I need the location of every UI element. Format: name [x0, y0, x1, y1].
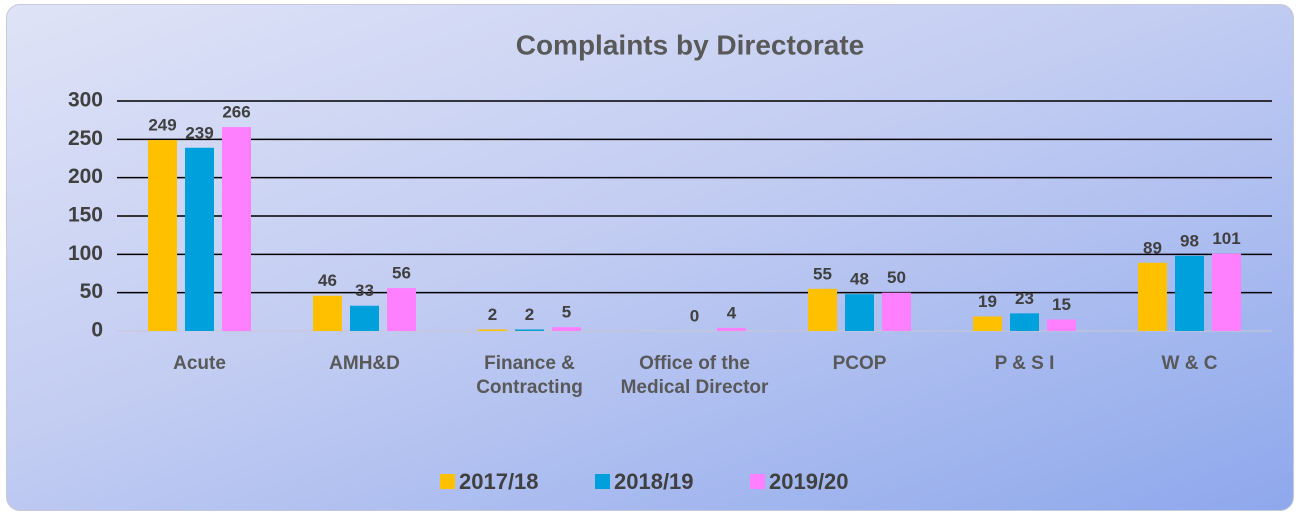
- bar: [717, 327, 746, 331]
- y-tick-label: 300: [68, 89, 103, 112]
- data-label: 33: [355, 281, 374, 300]
- bar: [478, 329, 507, 331]
- bar: [515, 329, 544, 331]
- bar: [1047, 319, 1076, 331]
- data-label: 23: [1015, 289, 1034, 308]
- data-label: 4: [727, 303, 737, 322]
- bar: [148, 140, 177, 331]
- bar: [552, 327, 581, 331]
- bar: [1010, 313, 1039, 331]
- y-tick-label: 250: [68, 127, 103, 150]
- x-tick-label: Acute: [173, 353, 226, 374]
- x-tick-label: Office of the Medical Director: [620, 353, 769, 398]
- x-tick-label: W & C: [1161, 353, 1218, 374]
- legend-swatch: [595, 474, 610, 489]
- legend-label: 2017/18: [459, 469, 539, 494]
- legend-swatch: [750, 474, 765, 489]
- data-label: 0: [690, 306, 699, 325]
- bar: [1212, 253, 1241, 331]
- bar: [387, 288, 416, 331]
- bar: [845, 294, 874, 331]
- data-label: 249: [148, 116, 176, 135]
- bar: [882, 292, 911, 331]
- y-tick-label: 200: [68, 165, 103, 188]
- legend-label: 2018/19: [614, 469, 694, 494]
- data-label: 2: [525, 305, 534, 324]
- data-label: 2: [488, 305, 497, 324]
- data-label: 5: [562, 303, 571, 322]
- x-tick-label: Finance & Contracting: [476, 353, 583, 398]
- data-label: 266: [222, 103, 250, 122]
- bar: [973, 316, 1002, 331]
- x-tick-label: PCOP: [832, 353, 887, 374]
- chart-background: [6, 4, 1294, 511]
- data-label: 55: [813, 264, 832, 283]
- data-label: 50: [887, 268, 906, 287]
- y-tick-label: 0: [91, 319, 103, 342]
- bar: [808, 288, 837, 331]
- bar: [350, 305, 379, 331]
- y-tick-label: 150: [68, 204, 103, 227]
- data-label: 101: [1212, 229, 1240, 248]
- data-label: 19: [978, 292, 997, 311]
- bar: [222, 127, 251, 331]
- x-tick-label: P & S I: [994, 353, 1055, 374]
- y-tick-label: 50: [80, 280, 103, 303]
- data-label: 46: [318, 271, 337, 290]
- y-tick-label: 100: [68, 242, 103, 265]
- bar: [1175, 255, 1204, 331]
- data-label: 98: [1180, 231, 1199, 250]
- legend-swatch: [440, 474, 455, 489]
- bar: [1138, 262, 1167, 331]
- chart-title: Complaints by Directorate: [516, 29, 865, 60]
- bar: [313, 295, 342, 331]
- data-label: 239: [185, 123, 213, 142]
- bar: [185, 147, 214, 331]
- data-label: 48: [850, 270, 869, 289]
- legend-label: 2019/20: [769, 469, 849, 494]
- data-label: 89: [1143, 238, 1162, 257]
- data-label: 56: [392, 264, 411, 283]
- x-tick-label: AMH&D: [329, 353, 400, 374]
- data-label: 15: [1052, 295, 1071, 314]
